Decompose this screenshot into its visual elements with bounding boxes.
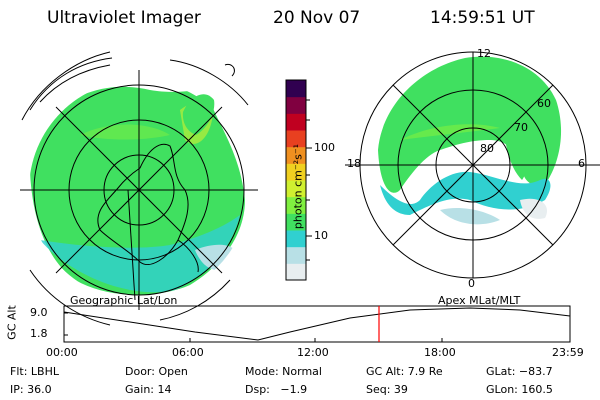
colorbar-tick-100: 100 bbox=[314, 141, 335, 154]
coastline bbox=[97, 143, 189, 265]
altitude-y-title: GC Alt bbox=[5, 305, 19, 340]
colorbar-cell bbox=[286, 113, 306, 131]
x-tick-0600: 06:00 bbox=[172, 346, 204, 359]
colorbar-cell bbox=[286, 263, 306, 281]
x-tick-1200: 12:00 bbox=[297, 346, 329, 359]
status-glon: GLon: 160.5 bbox=[486, 383, 553, 396]
colorbar-cell bbox=[286, 163, 306, 181]
altitude-curve bbox=[63, 307, 571, 341]
mlat-label-80: 80 bbox=[480, 142, 494, 155]
status-gain: Gain: 14 bbox=[125, 383, 172, 396]
status-door: Door: Open bbox=[125, 365, 188, 378]
date-label: 20 Nov 07 bbox=[273, 8, 361, 28]
colorbar-cell bbox=[286, 80, 306, 98]
time-label: 14:59:51 UT bbox=[430, 8, 535, 28]
colorbar bbox=[285, 79, 312, 281]
altitude-plot bbox=[63, 305, 571, 343]
magnetic-map-caption: Apex MLat/MLT bbox=[438, 294, 521, 307]
geographic-map bbox=[20, 51, 258, 326]
altitude-y-tick-max: 9.0 bbox=[30, 306, 48, 319]
status-mode: Mode: Normal bbox=[245, 365, 322, 378]
colorbar-cell bbox=[286, 196, 306, 214]
status-ip: IP: 36.0 bbox=[10, 383, 52, 396]
altitude-y-tick-min: 1.8 bbox=[30, 327, 48, 340]
colorbar-cell bbox=[286, 230, 306, 248]
instrument-title: Ultraviolet Imager bbox=[47, 8, 201, 28]
colorbar-tick-10: 10 bbox=[314, 229, 328, 242]
aurora-emission-blob bbox=[182, 94, 215, 135]
status-glat: GLat: −83.7 bbox=[486, 365, 553, 378]
mlt-label-6: 6 bbox=[578, 157, 585, 170]
geographic-map-caption: Geographic Lat/Lon bbox=[70, 294, 178, 307]
colorbar-cell bbox=[286, 146, 306, 164]
mlt-label-18: 18 bbox=[347, 157, 361, 170]
colorbar-cell bbox=[286, 96, 306, 114]
x-tick-0000: 00:00 bbox=[46, 346, 78, 359]
x-tick-1800: 18:00 bbox=[424, 346, 456, 359]
mlt-label-12: 12 bbox=[477, 47, 491, 60]
status-dsp: Dsp: −1.9 bbox=[245, 383, 308, 396]
status-seq: Seq: 39 bbox=[366, 383, 408, 396]
mlat-label-70: 70 bbox=[514, 121, 528, 134]
colorbar-unit-label: photon cm⁻²s⁻¹ bbox=[291, 143, 305, 230]
colorbar-cell bbox=[286, 180, 306, 198]
status-gc-alt: GC Alt: 7.9 Re bbox=[366, 365, 443, 378]
mlat-label-60: 60 bbox=[537, 97, 551, 110]
mlt-label-0: 0 bbox=[468, 277, 475, 290]
status-filter: Flt: LBHL bbox=[10, 365, 59, 378]
colorbar-cell bbox=[286, 246, 306, 264]
colorbar-cell bbox=[286, 130, 306, 148]
colorbar-cell bbox=[286, 213, 306, 231]
magnetic-map bbox=[345, 51, 600, 279]
x-tick-2359: 23:59 bbox=[552, 346, 584, 359]
